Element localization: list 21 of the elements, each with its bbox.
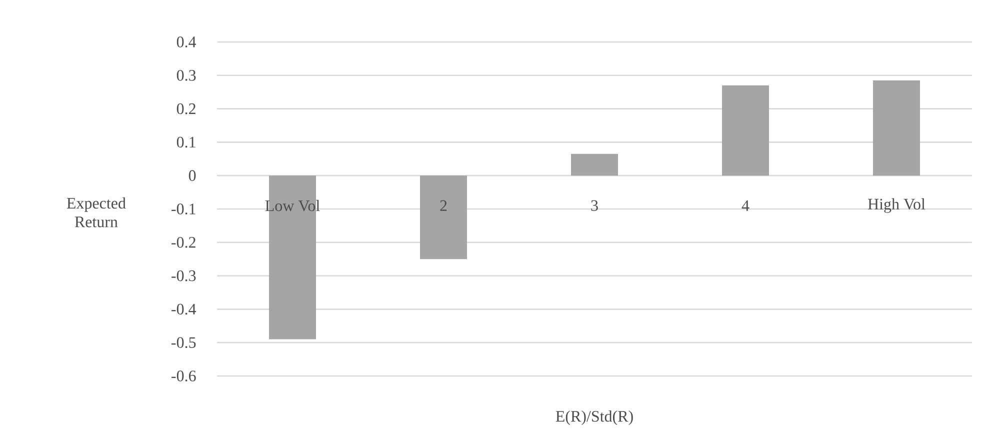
bar — [722, 85, 769, 176]
x-tick-label: High Vol — [868, 198, 926, 213]
y-tick-label: 0.1 — [176, 136, 196, 148]
y-tick-label: -0.2 — [172, 236, 196, 248]
x-tick-label: 2 — [440, 200, 447, 211]
y-tick-label: 0.4 — [176, 36, 196, 48]
bar — [872, 80, 920, 176]
y-tick-label: -0.6 — [172, 370, 196, 382]
y-tick-label: -0.5 — [172, 337, 196, 348]
bar — [420, 176, 467, 260]
y-tick-label: -0.3 — [172, 270, 196, 282]
y-tick-label: -0.4 — [172, 304, 196, 315]
y-tick-label: 0.3 — [176, 70, 196, 81]
x-tick-label: 3 — [591, 200, 598, 211]
x-tick-label: 4 — [742, 200, 750, 211]
bar — [570, 154, 618, 176]
y-tick-label: 0 — [188, 170, 196, 181]
x-axis-title: E(R)/Std(R) — [556, 410, 633, 425]
y-tick-label: -0.1 — [172, 204, 196, 214]
y-tick-label: 0.2 — [176, 103, 196, 114]
y-axis-title: Expected Return — [66, 197, 126, 228]
